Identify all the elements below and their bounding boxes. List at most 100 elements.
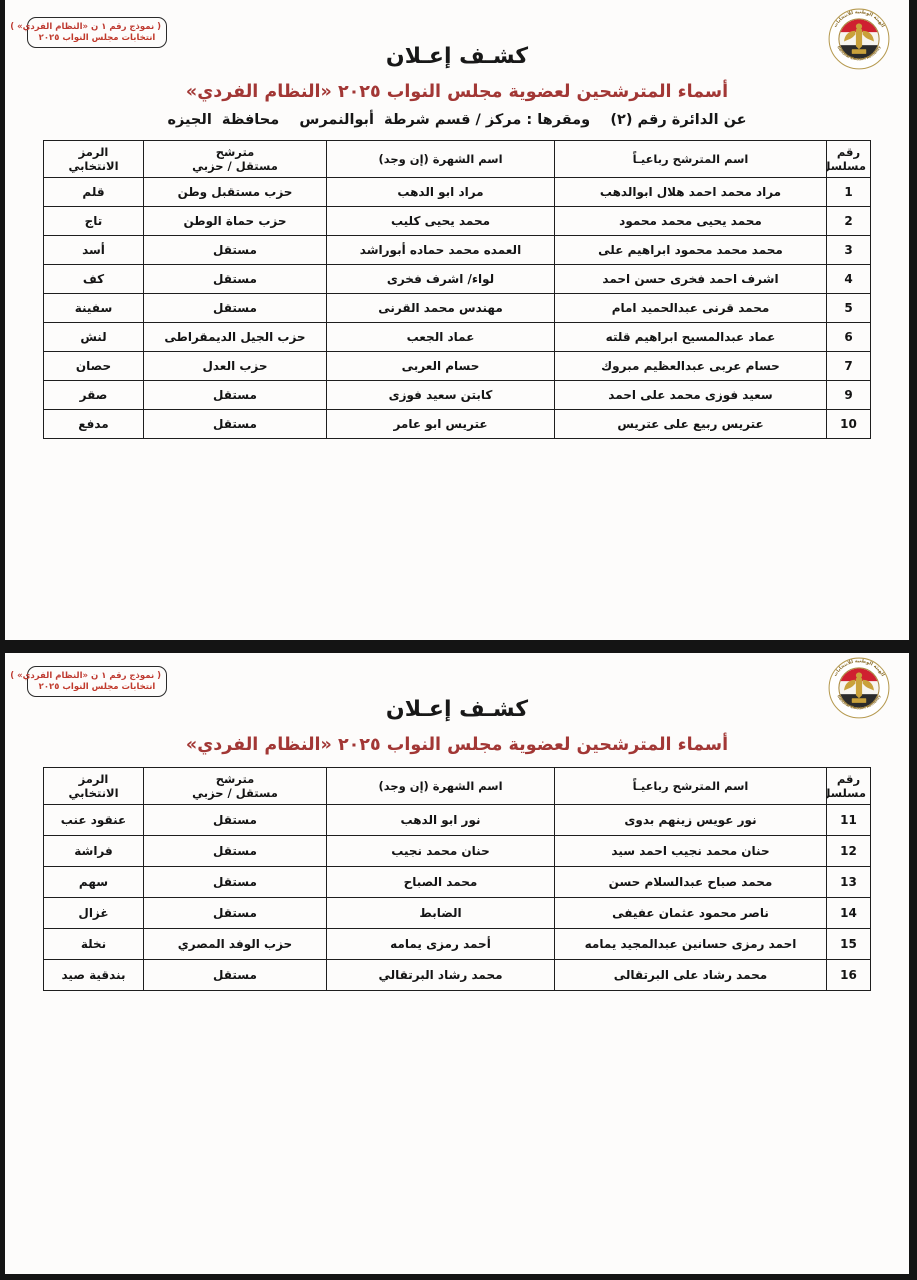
- page-subtitle: أسماء المترشحين لعضوية مجلس النواب ٢٠٢٥ …: [185, 735, 729, 755]
- cell: عماد الجعب: [326, 322, 555, 352]
- cell: مراد ابو الدهب: [326, 177, 555, 207]
- stamp-line-2: انتخابات مجلس النواب ٢٠٢٥: [38, 682, 156, 692]
- cell: عتريس ربيع على عتريس: [554, 409, 827, 439]
- cell: محمد رشاد على البرتقالى: [554, 959, 827, 991]
- eagle-of-saladin-icon: [844, 672, 874, 703]
- cell: سفينة: [43, 293, 144, 323]
- cell: مهندس محمد القرنى: [326, 293, 555, 323]
- cell: محمد محمد محمود ابراهيم على: [554, 235, 827, 265]
- cell: صقر: [43, 380, 144, 410]
- table-row: 1 مراد محمد احمد هلال ابوالدهب مراد ابو ال…: [43, 177, 871, 207]
- cell: أسد: [43, 235, 144, 265]
- cell: محمد رشاد البرتقالي: [326, 959, 555, 991]
- column-header: الرمز الانتخابي: [43, 140, 144, 178]
- cell: 16: [826, 959, 871, 991]
- column-header: مترشح مستقل / حزبي: [143, 767, 327, 805]
- cell: 10: [826, 409, 871, 439]
- form-number-stamp: ( نموذج رقم ١ ن «النظام الفردي» ) انتخاب…: [10, 17, 167, 48]
- cell: محمد قرنى عبدالحميد امام: [554, 293, 827, 323]
- table-row: 3 محمد محمد محمود ابراهيم على العمده محمد …: [43, 235, 871, 265]
- national-election-authority-logo-icon: الهيئة الوطنية للانتخابات National Elect…: [821, 7, 897, 73]
- form-number-stamp: ( نموذج رقم ١ ن «النظام الفردي» ) انتخاب…: [10, 666, 167, 697]
- cell: حنان محمد نجيب: [326, 835, 555, 867]
- cell: مستقل: [143, 959, 327, 991]
- cell: 3: [826, 235, 871, 265]
- table-row: 5 محمد قرنى عبدالحميد امام مهندس محمد القر…: [43, 293, 871, 323]
- cell: مراد محمد احمد هلال ابوالدهب: [554, 177, 827, 207]
- cell: 9: [826, 380, 871, 410]
- cell: سعيد فوزى محمد على احمد: [554, 380, 827, 410]
- stamp-line-1: ( نموذج رقم ١ ن «النظام الفردي» ): [10, 671, 161, 681]
- page-2: ( نموذج رقم ١ ن «النظام الفردي» ) انتخاب…: [5, 653, 909, 1274]
- column-header: اسم الشهرة (إن وجد): [326, 767, 555, 805]
- cell: لواء/ اشرف فخرى: [326, 264, 555, 294]
- cell: عتريس ابو عامر: [326, 409, 555, 439]
- cell: أحمد رمزى يمامه: [326, 928, 555, 960]
- table-row: 13 محمد صباح عبدالسلام حسن محمد الصباح مستق…: [43, 866, 871, 898]
- cell: محمد الصباح: [326, 866, 555, 898]
- cell: مستقل: [143, 804, 327, 836]
- cell: حزب الجيل الديمقراطى: [143, 322, 327, 352]
- cell: عماد عبدالمسيح ابراهيم قلته: [554, 322, 827, 352]
- page-title: كشـف إعـلان: [385, 44, 529, 69]
- cell: ناصر محمود عثمان عفيفى: [554, 897, 827, 929]
- column-header: رقم مسلسل: [826, 767, 871, 805]
- cell: محمد صباح عبدالسلام حسن: [554, 866, 827, 898]
- header-row: رقم مسلسلاسم المترشح رباعيـاًاسم الشهرة …: [43, 140, 871, 178]
- cell: 15: [826, 928, 871, 960]
- column-header: اسم المترشح رباعيـاً: [554, 767, 827, 805]
- cell: 14: [826, 897, 871, 929]
- column-header: اسم الشهرة (إن وجد): [326, 140, 555, 178]
- cell: 2: [826, 206, 871, 236]
- cell: بندقية صيد: [43, 959, 144, 991]
- cell: تاج: [43, 206, 144, 236]
- cell: غزال: [43, 897, 144, 929]
- column-header: اسم المترشح رباعيـاً: [554, 140, 827, 178]
- cell: حزب العدل: [143, 351, 327, 381]
- cell: 4: [826, 264, 871, 294]
- cell: نور عويس زينهم بدوى: [554, 804, 827, 836]
- table-row: 16 محمد رشاد على البرتقالى محمد رشاد البرت…: [43, 959, 871, 991]
- table-row: 10 عتريس ربيع على عتريس عتريس ابو عامر مستق…: [43, 409, 871, 439]
- cell: سهم: [43, 866, 144, 898]
- cell: مستقل: [143, 380, 327, 410]
- table-row: 11 نور عويس زينهم بدوى نور ابو الدهب مستقل ع…: [43, 804, 871, 836]
- cell: فراشة: [43, 835, 144, 867]
- cell: عنقود عنب: [43, 804, 144, 836]
- cell: حزب مستقبل وطن: [143, 177, 327, 207]
- cell: نور ابو الدهب: [326, 804, 555, 836]
- cell: اشرف احمد فخرى حسن احمد: [554, 264, 827, 294]
- national-election-authority-logo-icon: الهيئة الوطنية للانتخابات National Elect…: [821, 656, 897, 722]
- cell: حسام عربى عبدالعظيم مبروك: [554, 351, 827, 381]
- eagle-of-saladin-icon: [844, 23, 874, 54]
- cell: احمد رمزى حسانين عبدالمجيد يمامه: [554, 928, 827, 960]
- page-subtitle: أسماء المترشحين لعضوية مجلس النواب ٢٠٢٥ …: [185, 82, 729, 102]
- cell: الضابط: [326, 897, 555, 929]
- cell: مستقل: [143, 866, 327, 898]
- table-row: 15 احمد رمزى حسانين عبدالمجيد يمامه أحمد ر…: [43, 928, 871, 960]
- page-title: كشـف إعـلان: [385, 697, 529, 722]
- table-row: 2 محمد يحيى محمد محمود محمد يحيى كليب حزب ح…: [43, 206, 871, 236]
- page-separator: [0, 640, 917, 653]
- cell: نخلة: [43, 928, 144, 960]
- cell: حزب حماة الوطن: [143, 206, 327, 236]
- cell: مستقل: [143, 293, 327, 323]
- stamp-line-2: انتخابات مجلس النواب ٢٠٢٥: [38, 33, 156, 43]
- cell: مستقل: [143, 897, 327, 929]
- header-row: رقم مسلسلاسم المترشح رباعيـاًاسم الشهرة …: [43, 767, 871, 805]
- cell: مستقل: [143, 835, 327, 867]
- candidates-table-page-2: رقم مسلسلاسم المترشح رباعيـاًاسم الشهرة …: [43, 767, 871, 991]
- cell: محمد يحيى محمد محمود: [554, 206, 827, 236]
- cell: حسام العربى: [326, 351, 555, 381]
- cell: لنش: [43, 322, 144, 352]
- cell: محمد يحيى كليب: [326, 206, 555, 236]
- cell: حنان محمد نجيب احمد سيد: [554, 835, 827, 867]
- cell: 7: [826, 351, 871, 381]
- cell: مستقل: [143, 409, 327, 439]
- table-row: 4 اشرف احمد فخرى حسن احمد لواء/ اشرف فخرى م…: [43, 264, 871, 294]
- cell: قلم: [43, 177, 144, 207]
- stamp-line-1: ( نموذج رقم ١ ن «النظام الفردي» ): [10, 22, 161, 32]
- cell: مدفع: [43, 409, 144, 439]
- table-row: 7 حسام عربى عبدالعظيم مبروك حسام العربى حزب…: [43, 351, 871, 381]
